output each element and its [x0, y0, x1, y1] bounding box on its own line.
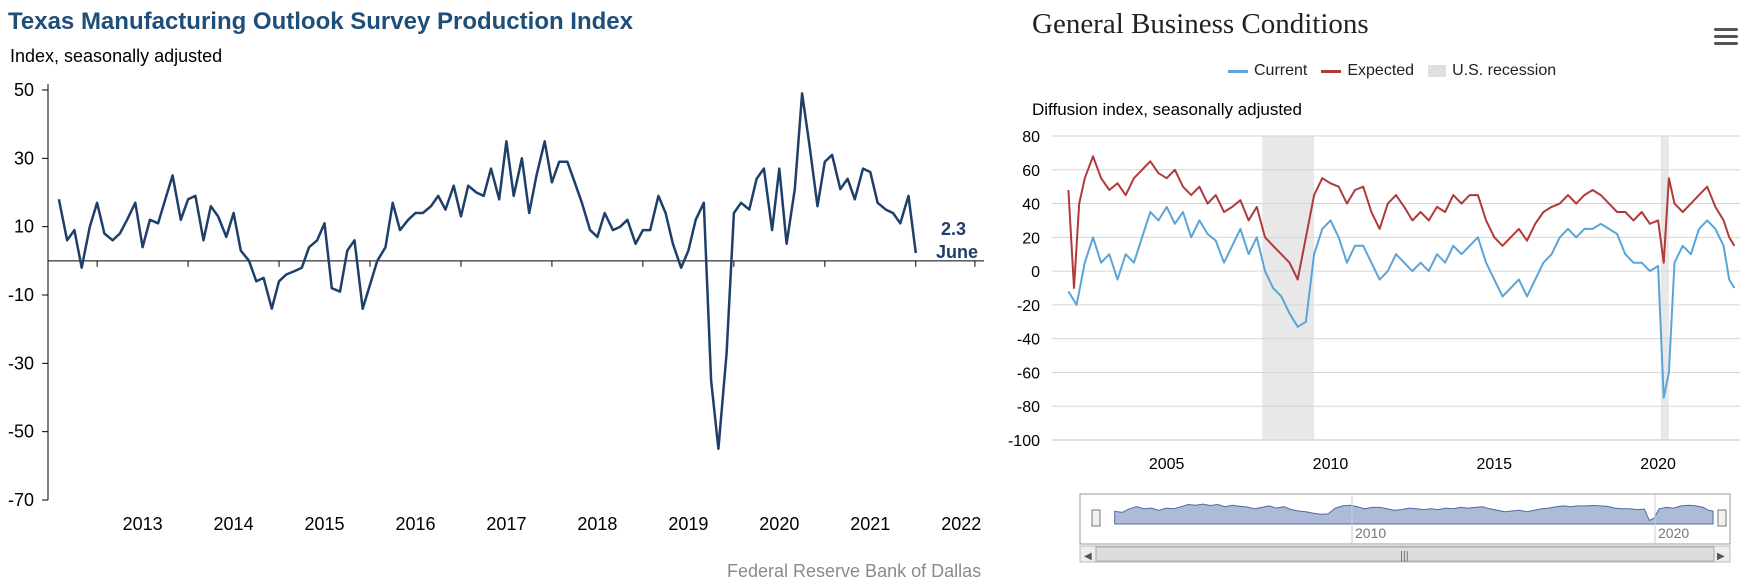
right-y-tick-label: 80: [1022, 129, 1040, 146]
legend-recession[interactable]: U.S. recession: [1428, 62, 1556, 80]
left-x-tick-label: 2017: [486, 514, 526, 534]
left-x-tick-label: 2022: [941, 514, 981, 534]
right-chart-title: General Business Conditions: [1032, 8, 1369, 40]
left-chart-subtitle: Index, seasonally adjusted: [10, 46, 223, 66]
legend-current-swatch: [1228, 69, 1248, 73]
right-y-tick-label: -100: [1008, 433, 1040, 450]
left-y-tick-label: -30: [8, 353, 34, 373]
legend-expected[interactable]: Expected: [1321, 62, 1414, 80]
right-chart-subtitle: Diffusion index, seasonally adjusted: [1032, 100, 1302, 119]
right-y-tick-label: 20: [1022, 230, 1040, 247]
recession-band: [1262, 136, 1315, 440]
left-y-tick-label: -70: [8, 490, 34, 510]
hamburger-menu-icon[interactable]: [1714, 28, 1738, 48]
legend-expected-swatch: [1321, 69, 1342, 73]
left-axes: [42, 84, 984, 501]
legend-current-label: Current: [1254, 62, 1308, 79]
recession-band: [1660, 136, 1669, 440]
right-x-tick-label: 2010: [1313, 456, 1349, 473]
left-chart: 50 30 10 -10 -30 -50 -70 2013 2014 2015 2016 2017 20…: [8, 80, 984, 534]
left-x-tick-label: 2016: [395, 514, 435, 534]
navigator-area: [1114, 503, 1714, 525]
right-y-tick-label: 40: [1022, 197, 1040, 214]
left-x-tick-label: 2014: [214, 514, 254, 534]
scrollbar-grip-icon: |||: [1400, 550, 1409, 562]
scrollbar-right-arrow[interactable]: ▶: [1717, 551, 1725, 562]
left-x-tick-label: 2018: [577, 514, 617, 534]
left-x-tick-label: 2020: [759, 514, 799, 534]
right-tick-labels: 80 60 40 20 0 -20 -40 -60 -80 -100 2005 2010 2015 202…: [1008, 129, 1676, 473]
right-y-tick-label: -40: [1017, 332, 1040, 349]
range-navigator[interactable]: 2010 2020 ◀ ▶ |||: [1079, 493, 1731, 563]
current-line: [1067, 205, 1736, 399]
right-y-tick-label: 0: [1031, 264, 1040, 281]
left-x-tick-label: 2013: [123, 514, 163, 534]
right-y-tick-label: -60: [1017, 365, 1040, 382]
left-y-tick-label: -50: [8, 422, 34, 442]
navigator-right-handle[interactable]: [1717, 509, 1727, 527]
left-tick-labels: 50 30 10 -10 -30 -50 -70 2013 2014 2015 2016 2017 20…: [8, 80, 981, 534]
navigator-label-2020: 2020: [1658, 525, 1689, 541]
source-label: Federal Reserve Bank of Dallas: [727, 561, 982, 581]
left-x-tick-label: 2021: [850, 514, 890, 534]
last-month-label: June: [936, 242, 978, 262]
right-gridlines: [1052, 135, 1740, 441]
recession-bands: [1262, 136, 1669, 440]
right-chart-legend: Current Expected U.S. recession: [1228, 62, 1570, 80]
navigator-label-2010: 2010: [1355, 525, 1386, 541]
right-x-tick-label: 2005: [1149, 456, 1185, 473]
legend-recession-swatch: [1428, 65, 1447, 77]
right-x-tick-label: 2020: [1640, 456, 1676, 473]
legend-current[interactable]: Current: [1228, 62, 1307, 80]
left-y-tick-label: -10: [8, 285, 34, 305]
production-index-line: [57, 92, 918, 451]
right-y-tick-label: 60: [1022, 163, 1040, 180]
left-x-tick-label: 2015: [305, 514, 345, 534]
left-y-tick-label: 30: [14, 148, 34, 168]
left-chart-title: Texas Manufacturing Outlook Survey Produ…: [8, 8, 633, 35]
right-y-tick-label: -20: [1017, 298, 1040, 315]
scrollbar-left-arrow[interactable]: ◀: [1084, 551, 1092, 562]
navigator-left-handle[interactable]: [1091, 509, 1101, 527]
legend-expected-label: Expected: [1347, 62, 1415, 79]
left-x-tick-label: 2019: [668, 514, 708, 534]
scrollbar-thumb[interactable]: [1095, 546, 1715, 562]
right-y-tick-label: -80: [1017, 399, 1040, 416]
expected-line: [1067, 155, 1736, 289]
left-y-tick-label: 50: [14, 80, 34, 100]
left-y-tick-label: 10: [14, 217, 34, 237]
right-chart: 80 60 40 20 0 -20 -40 -60 -80 -100 2005 2010 2015 202…: [1008, 129, 1740, 563]
legend-recession-label: U.S. recession: [1452, 62, 1557, 79]
right-x-tick-label: 2015: [1476, 456, 1512, 473]
last-value-label: 2.3: [941, 219, 966, 239]
